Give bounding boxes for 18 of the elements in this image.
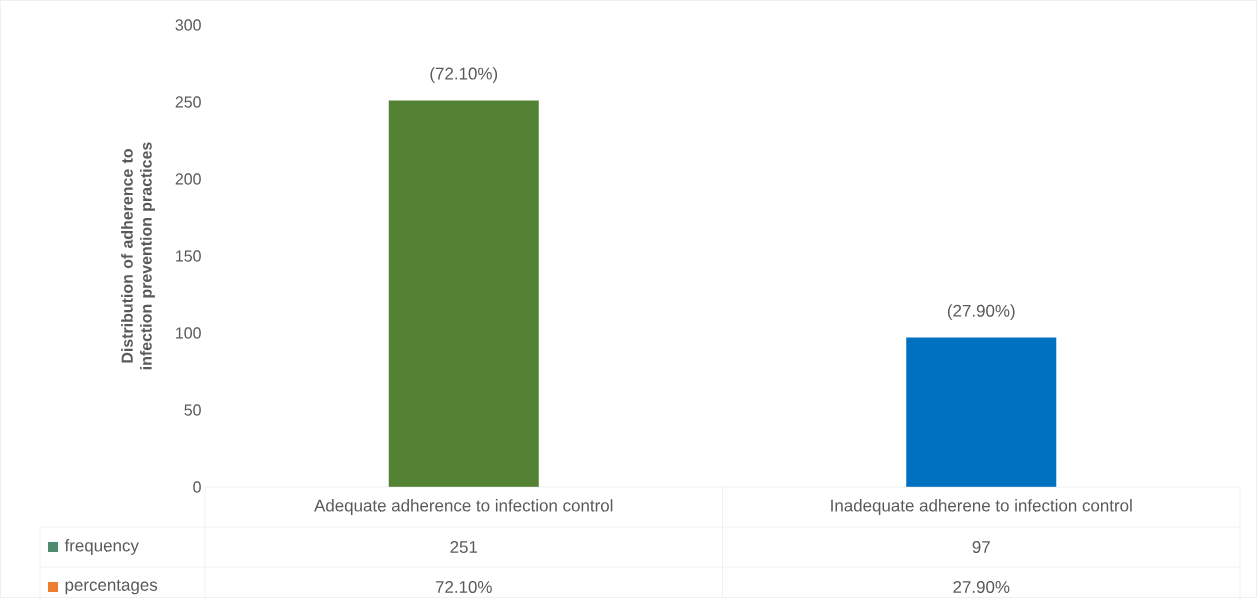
y-axis-title: Distribution of adherence to infection prevention practices (121, 142, 155, 370)
y-tick-label: 300 (175, 19, 201, 31)
text: 72.10% (435, 581, 492, 593)
text: percentages (65, 579, 158, 595)
text: 251 (450, 541, 478, 553)
text: frequency (64, 539, 139, 555)
text: 97 (972, 541, 990, 553)
x-tick-label: Inadequate adherene to infection control (831, 499, 1132, 515)
annotation: (72.10%) (430, 67, 498, 83)
y-tick-label: 0 (193, 481, 201, 493)
y-tick-label: 250 (175, 96, 201, 108)
y-tick-label: 150 (176, 250, 201, 262)
annotation: (27.90%) (947, 304, 1015, 321)
y-tick-label: 50 (184, 404, 201, 416)
text: 27.90% (953, 581, 1010, 593)
y-tick-label: 200 (175, 173, 201, 185)
x-tick-label: Adequate adherence to infection control (314, 499, 613, 515)
y-tick-label: 100 (176, 327, 201, 339)
